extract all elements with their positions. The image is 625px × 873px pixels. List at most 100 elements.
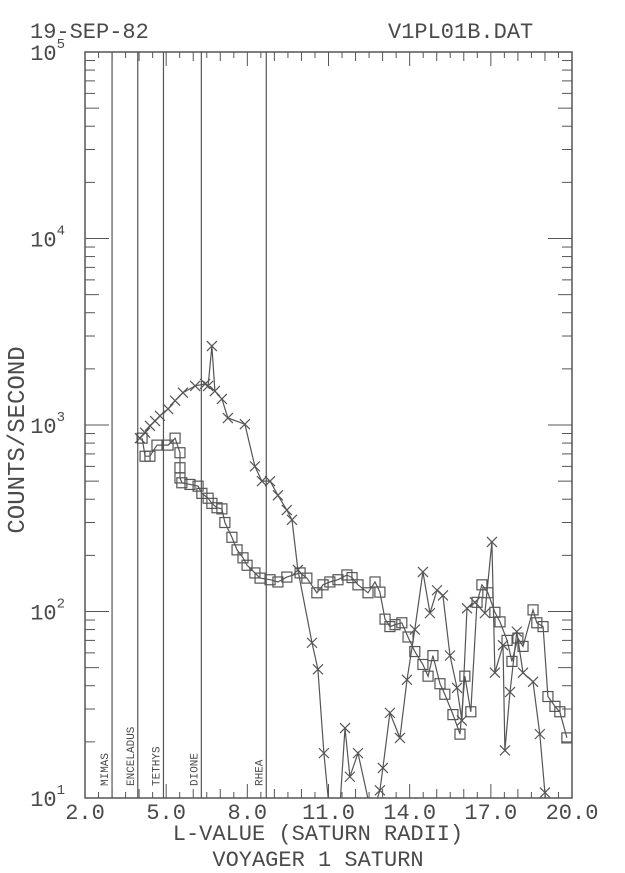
header-date: 19-SEP-82 (30, 20, 149, 45)
data-point-square (176, 477, 188, 489)
data-point-square (402, 631, 414, 643)
data-point-square (527, 604, 539, 616)
data-point-square (301, 572, 313, 584)
moon-label-mimas: MIMAS (100, 753, 112, 786)
header-file: V1PL01B.DAT (388, 20, 533, 45)
data-point-cross (539, 787, 551, 798)
data-point-square (447, 709, 459, 721)
data-point-square (494, 616, 506, 628)
axes: 2.0 5.0 8.0 11.0 14.0 17.0 20.0 101 102 103 104 105 (30, 37, 598, 826)
data-point-square (324, 576, 336, 588)
data-point-cross (451, 682, 463, 694)
data-point-square (241, 559, 253, 571)
data-point-cross (374, 784, 386, 796)
data-point-cross (199, 378, 211, 390)
x-tick-label: 11.0 (302, 801, 355, 826)
data-point-square (192, 480, 204, 492)
data-point-cross (527, 676, 539, 688)
data-point-cross (286, 514, 298, 526)
data-point-square (439, 688, 451, 700)
series-cross (134, 340, 551, 798)
data-point-square (151, 439, 163, 451)
data-point-cross (154, 410, 166, 422)
data-point-cross (344, 771, 356, 783)
data-point-square (422, 670, 434, 682)
y-tick-label: 105 (30, 37, 65, 67)
data-point-square (136, 432, 148, 444)
data-point-square (219, 516, 231, 529)
y-tick-exponent: 3 (57, 410, 65, 426)
data-point-square (542, 690, 554, 703)
data-point-cross (499, 744, 511, 756)
series-square (136, 432, 572, 744)
data-point-square (346, 571, 358, 584)
data-point-cross (162, 403, 174, 415)
data-point-cross (401, 674, 413, 686)
data-point-cross (444, 650, 456, 662)
data-point-cross (384, 707, 396, 719)
data-point-square (427, 650, 439, 662)
data-point-cross (206, 340, 218, 352)
series-group (134, 340, 572, 798)
x-tick-label: 8.0 (228, 801, 268, 826)
data-point-square (169, 432, 181, 444)
plot-frame (84, 51, 573, 799)
data-point-cross (377, 762, 389, 774)
x-tick-label: 14.0 (383, 801, 436, 826)
data-point-cross (239, 418, 251, 430)
moon-label-tethys: TETHYS (151, 746, 163, 786)
y-tick-label: 104 (30, 224, 65, 254)
data-point-cross (249, 460, 261, 472)
data-point-cross (417, 566, 429, 578)
data-point-cross (504, 686, 516, 698)
data-point-square (501, 634, 513, 646)
data-point-square (174, 447, 186, 459)
data-point-square (352, 579, 364, 591)
data-point-square (237, 552, 249, 564)
data-point-square (517, 640, 529, 652)
data-point-square (417, 658, 429, 671)
data-point-square (459, 670, 471, 682)
y-tick-exponent: 4 (57, 224, 65, 240)
data-point-cross (339, 722, 351, 734)
data-point-cross (256, 475, 268, 487)
x-tick-label: 2.0 (65, 801, 105, 826)
data-point-square (216, 503, 228, 515)
y-tick-exponent: 2 (57, 597, 65, 613)
data-point-cross (272, 489, 284, 501)
data-point-cross (409, 624, 421, 635)
data-point-square (471, 596, 483, 608)
data-point-square (226, 531, 238, 543)
x-axis-label: L-VALUE (SATURN RADII) (173, 822, 463, 847)
data-point-cross (216, 393, 228, 405)
data-point-square (409, 645, 421, 658)
y-axis-label: COUNTS/SECOND (5, 346, 32, 533)
data-point-cross (461, 602, 473, 614)
data-point-square (454, 728, 466, 740)
x-tick-label: 20.0 (546, 801, 599, 826)
data-point-square (144, 450, 156, 462)
data-point-square (389, 619, 401, 631)
data-point-cross (312, 663, 324, 675)
x-tick-label: 17.0 (464, 801, 517, 826)
data-point-cross (177, 387, 189, 399)
data-point-cross (517, 667, 529, 679)
data-point-square (184, 478, 196, 491)
data-point-square (554, 706, 566, 718)
x-tick-label: 5.0 (146, 801, 186, 826)
data-point-cross (352, 747, 364, 759)
moon-label-rhea: RHEA (254, 759, 266, 786)
y-tick-exponent: 1 (57, 783, 65, 799)
data-point-square (482, 587, 494, 599)
data-point-square (311, 587, 323, 599)
moon-label-enceladus: ENCELADUS (126, 726, 138, 786)
data-point-cross (437, 589, 449, 601)
series-line-square (141, 437, 568, 739)
data-point-cross (306, 637, 318, 649)
data-point-cross (318, 747, 330, 759)
data-point-square (506, 655, 518, 668)
data-point-cross (281, 504, 293, 516)
chart-subtitle: VOYAGER 1 SATURN (212, 848, 423, 873)
data-point-cross (534, 728, 546, 740)
